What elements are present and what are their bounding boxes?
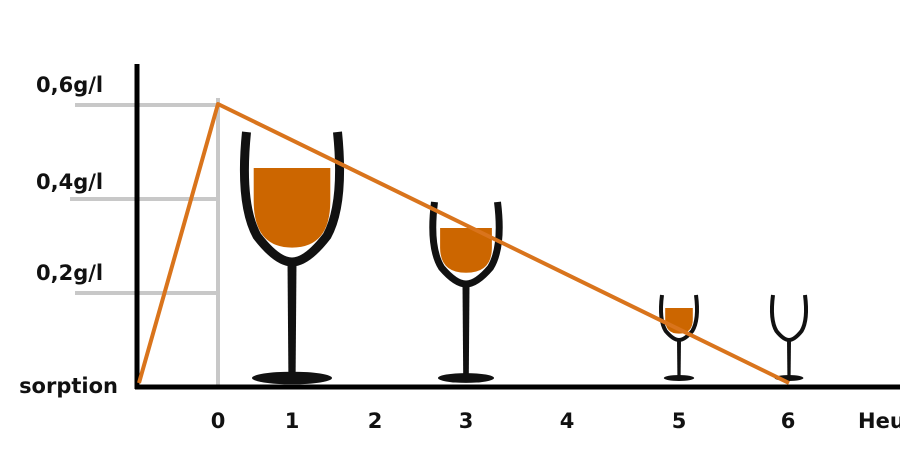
wine-fill	[440, 228, 492, 273]
x-start-label: sorption	[19, 374, 118, 398]
wine-glass-icon	[769, 294, 809, 381]
series-line	[137, 102, 790, 385]
grid	[70, 98, 220, 387]
x-tick-label: 4	[560, 409, 575, 433]
series	[137, 102, 790, 385]
glass-stem	[677, 340, 681, 377]
x-tick-label: 3	[459, 409, 474, 433]
axes	[134, 64, 900, 390]
x-tick-labels: 0 1 2 3 4 5 6	[211, 409, 796, 433]
wine-glass-icon	[239, 131, 345, 385]
y-tick-labels: 0,2g/l 0,4g/l 0,6g/l	[36, 73, 103, 285]
x-tick-label: 2	[368, 409, 383, 433]
glass-stem	[462, 284, 470, 377]
glass-stem	[787, 340, 791, 377]
x-tick-label: 5	[672, 409, 687, 433]
x-tick-label: 1	[285, 409, 300, 433]
y-tick-label: 0,4g/l	[36, 170, 103, 194]
glass-bowl	[769, 294, 809, 343]
x-axis-label: Heu	[858, 409, 900, 433]
wine-glass-icon	[659, 294, 699, 381]
wine-glass-icon	[429, 201, 503, 383]
y-tick-label: 0,2g/l	[36, 261, 103, 285]
glass-base	[663, 375, 695, 381]
x-tick-label: 0	[211, 409, 226, 433]
y-tick-label: 0,6g/l	[36, 73, 103, 97]
glasses	[239, 131, 809, 385]
wine-fill	[253, 168, 331, 248]
glass-base	[252, 371, 332, 385]
glass-base	[438, 373, 494, 383]
glass-stem	[287, 262, 297, 377]
x-tick-label: 6	[781, 409, 796, 433]
